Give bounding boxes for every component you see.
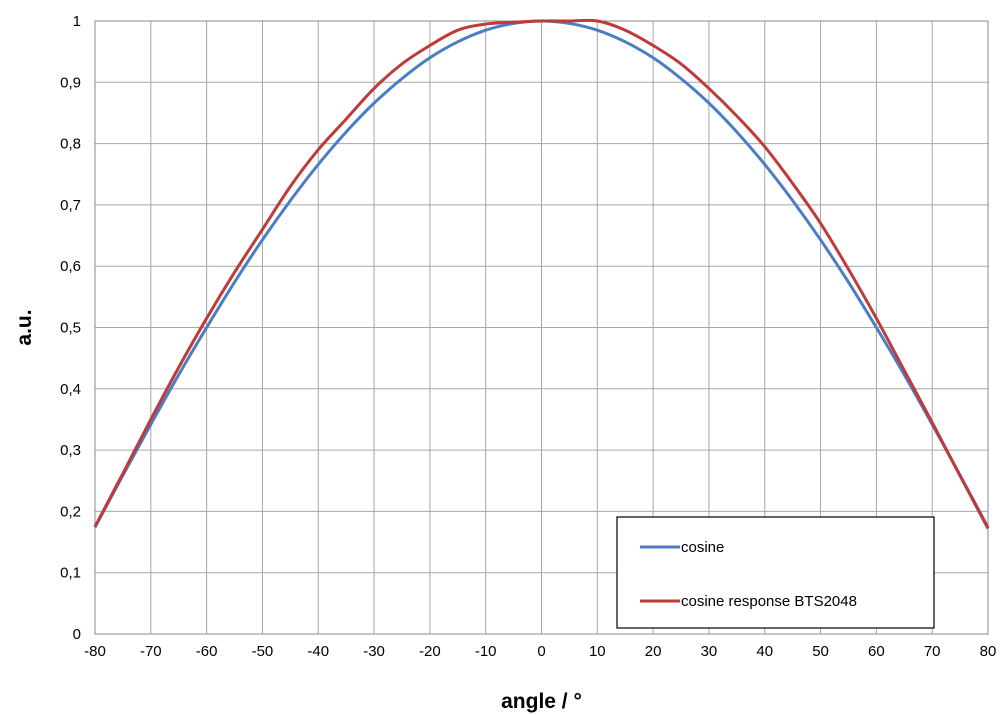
y-tick-label: 0,9 bbox=[60, 74, 81, 91]
x-tick-label: 80 bbox=[980, 643, 997, 660]
y-tick-label: 0,4 bbox=[60, 381, 81, 398]
y-tick-label: 1 bbox=[73, 13, 81, 30]
series-lines bbox=[93, 18, 990, 530]
y-tick-label: 0,8 bbox=[60, 136, 81, 153]
y-tick-label: 0 bbox=[73, 626, 81, 643]
x-tick-label: 0 bbox=[537, 643, 545, 660]
x-tick-label: 10 bbox=[589, 643, 606, 660]
y-tick-label: 0,2 bbox=[60, 503, 81, 520]
x-tick-label: -80 bbox=[84, 643, 106, 660]
x-tick-label: 70 bbox=[924, 643, 941, 660]
x-tick-label: -60 bbox=[196, 643, 218, 660]
series-line-bts2048 bbox=[93, 18, 990, 530]
x-tick-label: 50 bbox=[812, 643, 829, 660]
x-axis-title: angle / ° bbox=[501, 690, 582, 713]
legend-label-cosine: cosine bbox=[681, 539, 724, 556]
legend-label-bts2048: cosine response BTS2048 bbox=[681, 593, 857, 610]
x-tick-label: -30 bbox=[363, 643, 385, 660]
legend-box bbox=[616, 516, 935, 629]
x-tick-label: 20 bbox=[645, 643, 662, 660]
y-tick-label: 0,3 bbox=[60, 442, 81, 459]
x-tick-label: 60 bbox=[868, 643, 885, 660]
y-axis-title: a.u. bbox=[13, 309, 36, 345]
y-tick-label: 0,1 bbox=[60, 565, 81, 582]
x-tick-label: -10 bbox=[475, 643, 497, 660]
legend: cosine cosine response BTS2048 bbox=[616, 516, 935, 629]
x-tick-label: 40 bbox=[756, 643, 773, 660]
x-tick-label: -20 bbox=[419, 643, 441, 660]
x-tick-label: -70 bbox=[140, 643, 162, 660]
y-tick-label: 0,5 bbox=[60, 320, 81, 337]
x-tick-label: 30 bbox=[701, 643, 718, 660]
y-tick-label: 0,6 bbox=[60, 258, 81, 275]
x-tick-label: -40 bbox=[307, 643, 329, 660]
tick-labels: -80 -70 -60 -50 -40 -30 -20 -10 0 10 20 30 40 50 60 70 8… bbox=[60, 13, 996, 660]
y-tick-label: 0,7 bbox=[60, 197, 81, 214]
x-tick-label: -50 bbox=[252, 643, 274, 660]
